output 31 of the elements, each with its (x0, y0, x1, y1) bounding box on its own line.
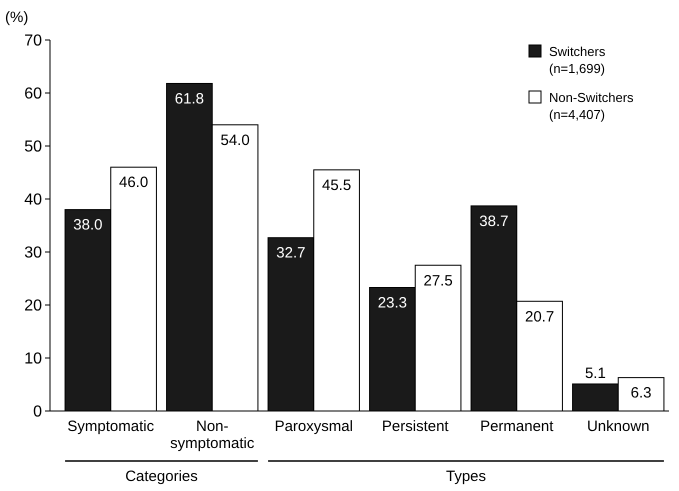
data-label: 20.7 (524, 308, 554, 326)
y-tick-label: 40 (24, 192, 42, 209)
legend-label: Non-Switchers (n=4,407) (549, 90, 634, 122)
y-tick-label: 10 (24, 350, 42, 368)
x-tick-label: Symptomatic (67, 418, 155, 435)
y-tick-label: 60 (24, 86, 42, 103)
data-label: 32.7 (276, 244, 306, 262)
data-label: 6.3 (630, 384, 652, 402)
data-label: 38.0 (73, 216, 103, 234)
x-tick-label: Persistent (382, 418, 450, 435)
legend-label: Switchers (n=1,699) (549, 44, 606, 76)
data-label: 23.3 (378, 294, 408, 312)
data-label: 61.8 (174, 90, 204, 108)
x-tick-label: Permanent (480, 418, 554, 435)
data-label: 46.0 (118, 174, 148, 192)
y-tick-label: 20 (24, 298, 42, 315)
text: Types (446, 468, 486, 485)
data-label: 27.5 (423, 272, 453, 290)
y-tick-label: 30 (24, 244, 42, 262)
y-axis-title: (%) (5, 9, 28, 26)
data-label: 54.0 (220, 132, 250, 149)
y-tick-label: 0 (33, 404, 42, 421)
data-label: 5.1 (584, 364, 606, 382)
data-label: 45.5 (322, 176, 352, 194)
y-tick-label: 70 (24, 32, 42, 50)
x-tick-label: Paroxysmal (274, 418, 353, 435)
x-tick-label: Unknown (586, 418, 650, 435)
data-label: 38.7 (479, 212, 509, 230)
x-tick-label: Non-symptomatic (170, 418, 255, 452)
y-tick-label: 50 (24, 138, 42, 156)
text: Categories (125, 468, 198, 485)
